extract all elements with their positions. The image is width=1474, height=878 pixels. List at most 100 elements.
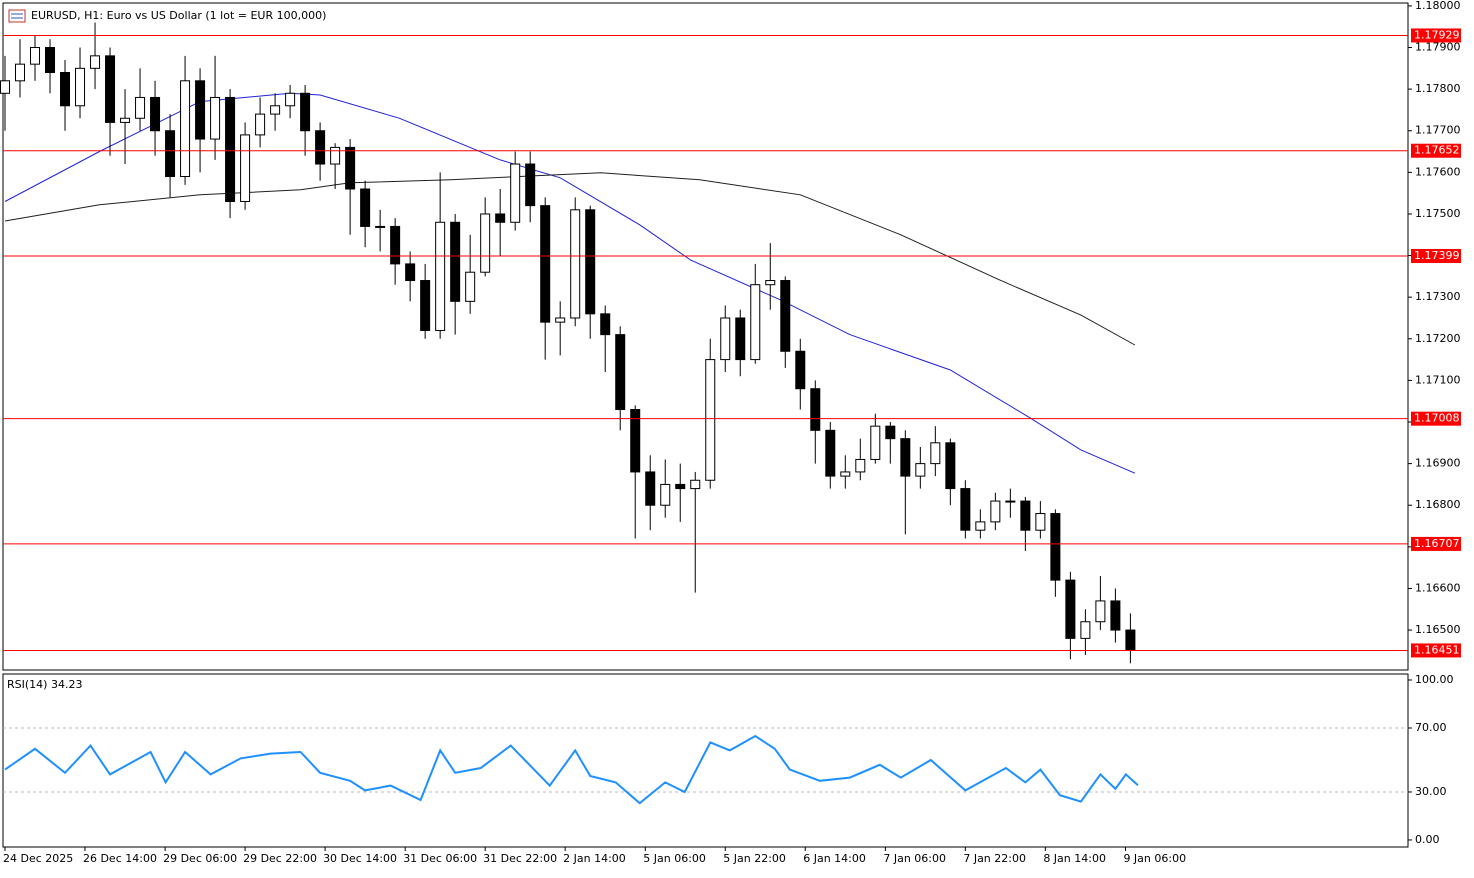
- candle-body: [885, 425, 896, 440]
- candle-body: [660, 483, 671, 506]
- y-tick-label: 1.17600: [1415, 165, 1461, 178]
- level-label: 1.17008: [1414, 412, 1460, 425]
- y-tick-label: 0.00: [1415, 833, 1440, 846]
- level-label: 1.16451: [1414, 643, 1460, 656]
- candle-body: [120, 117, 131, 123]
- chart-title: EURUSD, H1: Euro vs US Dollar (1 lot = E…: [31, 9, 326, 22]
- x-tick-label: 31 Dec 06:00: [403, 852, 477, 865]
- candle-body: [945, 442, 956, 490]
- x-tick-label: 6 Jan 14:00: [803, 852, 866, 865]
- candle-body: [315, 130, 326, 165]
- candle-body: [15, 63, 26, 82]
- y-tick-label: 30.00: [1415, 785, 1447, 798]
- level-label-bg: [1411, 643, 1461, 658]
- candle-body: [1080, 621, 1091, 639]
- candle-body: [600, 313, 611, 336]
- candle-body: [1050, 513, 1061, 581]
- level-label: 1.16707: [1414, 537, 1460, 550]
- x-tick-label: 30 Dec 14:00: [323, 852, 397, 865]
- candle-body: [780, 280, 791, 352]
- candle-body: [240, 134, 251, 202]
- level-label-bg: [1411, 28, 1461, 43]
- candle-body: [900, 438, 911, 477]
- candle-body: [705, 359, 716, 481]
- y-tick-label: 1.17900: [1415, 41, 1461, 54]
- candle-body: [1065, 579, 1076, 639]
- x-tick-label: 9 Jan 06:00: [1123, 852, 1186, 865]
- candle-body: [45, 47, 56, 73]
- candle-body: [615, 334, 626, 411]
- candle-body: [465, 271, 476, 302]
- candle-body: [210, 96, 221, 140]
- rsi-line: [4, 734, 1139, 805]
- candle-body: [525, 163, 536, 207]
- candle-body: [450, 221, 461, 302]
- candle-body: [255, 113, 266, 136]
- candle-body: [195, 80, 206, 140]
- x-tick-label: 24 Dec 2025: [3, 852, 73, 865]
- y-tick-label: 1.16600: [1415, 581, 1461, 594]
- candle-body: [645, 471, 656, 506]
- x-tick-label: 8 Jan 14:00: [1043, 852, 1106, 865]
- candle-body: [540, 205, 551, 323]
- moving-average: [4, 172, 1136, 346]
- candle-body: [60, 71, 71, 107]
- candle-body: [855, 458, 866, 473]
- candle-body: [570, 209, 581, 319]
- candle-body: [480, 213, 491, 273]
- x-tick-label: 2 Jan 14:00: [563, 852, 626, 865]
- candle-body: [960, 488, 971, 531]
- candle-body: [375, 225, 386, 228]
- candle-body: [930, 442, 941, 465]
- candle-body: [840, 471, 851, 477]
- x-tick-label: 31 Dec 22:00: [483, 852, 557, 865]
- level-label-bg: [1411, 536, 1461, 551]
- candle-body: [0, 80, 11, 94]
- rsi-panel: [2, 673, 1409, 848]
- y-tick-label: 1.17300: [1415, 290, 1461, 303]
- candle-body: [720, 317, 731, 361]
- candle-body: [1005, 500, 1016, 503]
- candle-body: [360, 188, 371, 227]
- candle-body: [975, 521, 986, 531]
- candle-body: [345, 146, 356, 190]
- candle-body: [765, 280, 776, 286]
- y-tick-label: 1.17500: [1415, 207, 1461, 220]
- y-tick-label: 1.16500: [1415, 623, 1461, 636]
- level-label-bg: [1411, 248, 1461, 263]
- candle-body: [1110, 600, 1121, 631]
- candle-body: [675, 483, 686, 490]
- y-tick-label: 70.00: [1415, 721, 1447, 734]
- x-tick-label: 5 Jan 06:00: [643, 852, 706, 865]
- candle-body: [915, 463, 926, 477]
- price-panel: [2, 2, 1409, 671]
- candle-body: [750, 284, 761, 361]
- candle-body: [180, 80, 191, 178]
- candle-body: [870, 425, 881, 460]
- candle-body: [585, 209, 596, 315]
- candle-body: [495, 213, 506, 223]
- candle-body: [105, 55, 116, 123]
- candle-body: [510, 163, 521, 223]
- candle-body: [735, 317, 746, 361]
- y-tick-label: 100.00: [1415, 673, 1454, 686]
- candle-body: [225, 96, 236, 202]
- candle-body: [300, 92, 311, 132]
- level-label-bg: [1411, 143, 1461, 158]
- candle-body: [1020, 500, 1031, 531]
- candle-body: [795, 350, 806, 390]
- candle-body: [390, 225, 401, 265]
- x-tick-label: 7 Jan 22:00: [963, 852, 1026, 865]
- y-tick-label: 1.17100: [1415, 373, 1461, 386]
- y-tick-label: 1.18000: [1415, 0, 1461, 12]
- x-tick-label: 29 Dec 22:00: [243, 852, 317, 865]
- moving-average: [4, 92, 1136, 474]
- y-tick-label: 1.17200: [1415, 332, 1461, 345]
- candle-body: [420, 280, 431, 331]
- candle-body: [150, 96, 161, 132]
- symbol-icon: [8, 9, 26, 23]
- candle-body: [165, 130, 176, 178]
- candle-body: [1125, 629, 1136, 651]
